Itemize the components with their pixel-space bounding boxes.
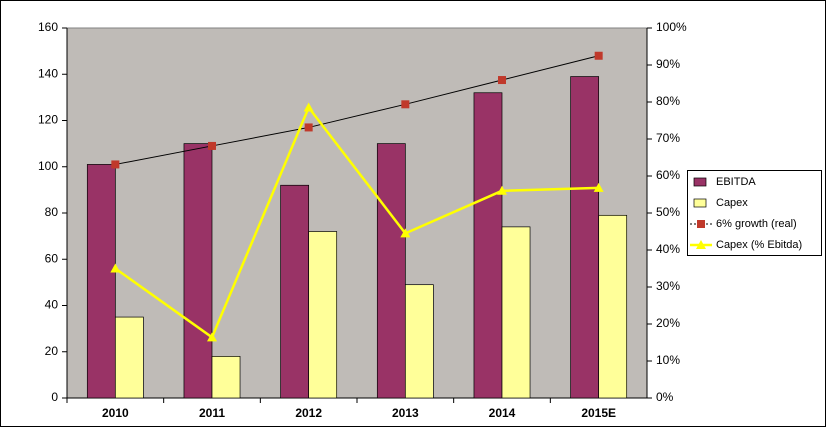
line — [115, 55, 599, 165]
y2-tick-label: 0% — [656, 390, 674, 404]
bar — [501, 226, 531, 399]
legend — [687, 170, 822, 256]
marker — [207, 332, 217, 342]
y-tick-label: 80 — [45, 205, 59, 219]
bar — [86, 164, 116, 399]
y-tick-label: 160 — [38, 20, 58, 34]
x-tick-label: 2012 — [295, 406, 322, 420]
marker — [593, 182, 604, 192]
y2-tick-label: 40% — [656, 242, 680, 256]
marker — [111, 160, 120, 169]
bar — [183, 143, 213, 399]
y-tick-label: 0 — [51, 390, 58, 404]
bar — [308, 231, 338, 399]
bar — [114, 316, 144, 399]
y2-tick-label: 70% — [656, 131, 680, 145]
y2-tick-label: 90% — [656, 57, 680, 71]
marker — [594, 51, 603, 60]
x-tick-label: 2010 — [102, 406, 129, 420]
marker — [400, 228, 411, 238]
y2-tick-label: 20% — [656, 316, 680, 330]
bar — [211, 356, 241, 399]
marker — [208, 141, 216, 150]
legend-label: 6% growth (real) — [716, 218, 797, 230]
y-tick-label: 60 — [45, 251, 59, 265]
x-tick-label: 2011 — [199, 406, 225, 420]
y2-tick-label: 100% — [656, 20, 687, 34]
bar — [598, 214, 628, 399]
y2-tick-label: 60% — [656, 168, 680, 182]
bar — [280, 184, 310, 399]
y2-tick-label: 50% — [656, 205, 680, 219]
legend-label: EBITDA — [716, 176, 756, 188]
marker — [498, 76, 506, 85]
bar — [570, 76, 600, 399]
bar — [473, 92, 503, 399]
y-tick-label: 100 — [38, 159, 58, 173]
y2-tick-label: 10% — [656, 353, 680, 367]
marker — [497, 185, 507, 195]
y2-tick-label: 30% — [656, 279, 680, 293]
marker — [401, 100, 410, 109]
y-tick-label: 120 — [38, 113, 58, 127]
x-tick-label: 2013 — [392, 406, 419, 420]
x-tick-label: 2014 — [489, 406, 516, 420]
legend-marker — [696, 240, 706, 249]
marker — [303, 102, 314, 112]
marker — [304, 123, 313, 132]
x-tick-label: 2015E — [581, 406, 616, 420]
y-tick-label: 140 — [38, 66, 58, 80]
legend-swatch — [693, 177, 707, 187]
y2-tick-label: 80% — [656, 94, 680, 108]
bar — [404, 284, 434, 399]
bar — [376, 143, 406, 399]
legend-swatch — [693, 198, 707, 208]
plot-area — [66, 27, 648, 399]
legend-marker — [697, 220, 705, 228]
legend-label: Capex (% Ebitda) — [716, 239, 802, 251]
line — [114, 105, 599, 340]
marker — [110, 263, 121, 273]
legend-label: Capex — [716, 197, 748, 209]
y-tick-label: 20 — [45, 344, 59, 358]
y-tick-label: 40 — [45, 298, 59, 312]
